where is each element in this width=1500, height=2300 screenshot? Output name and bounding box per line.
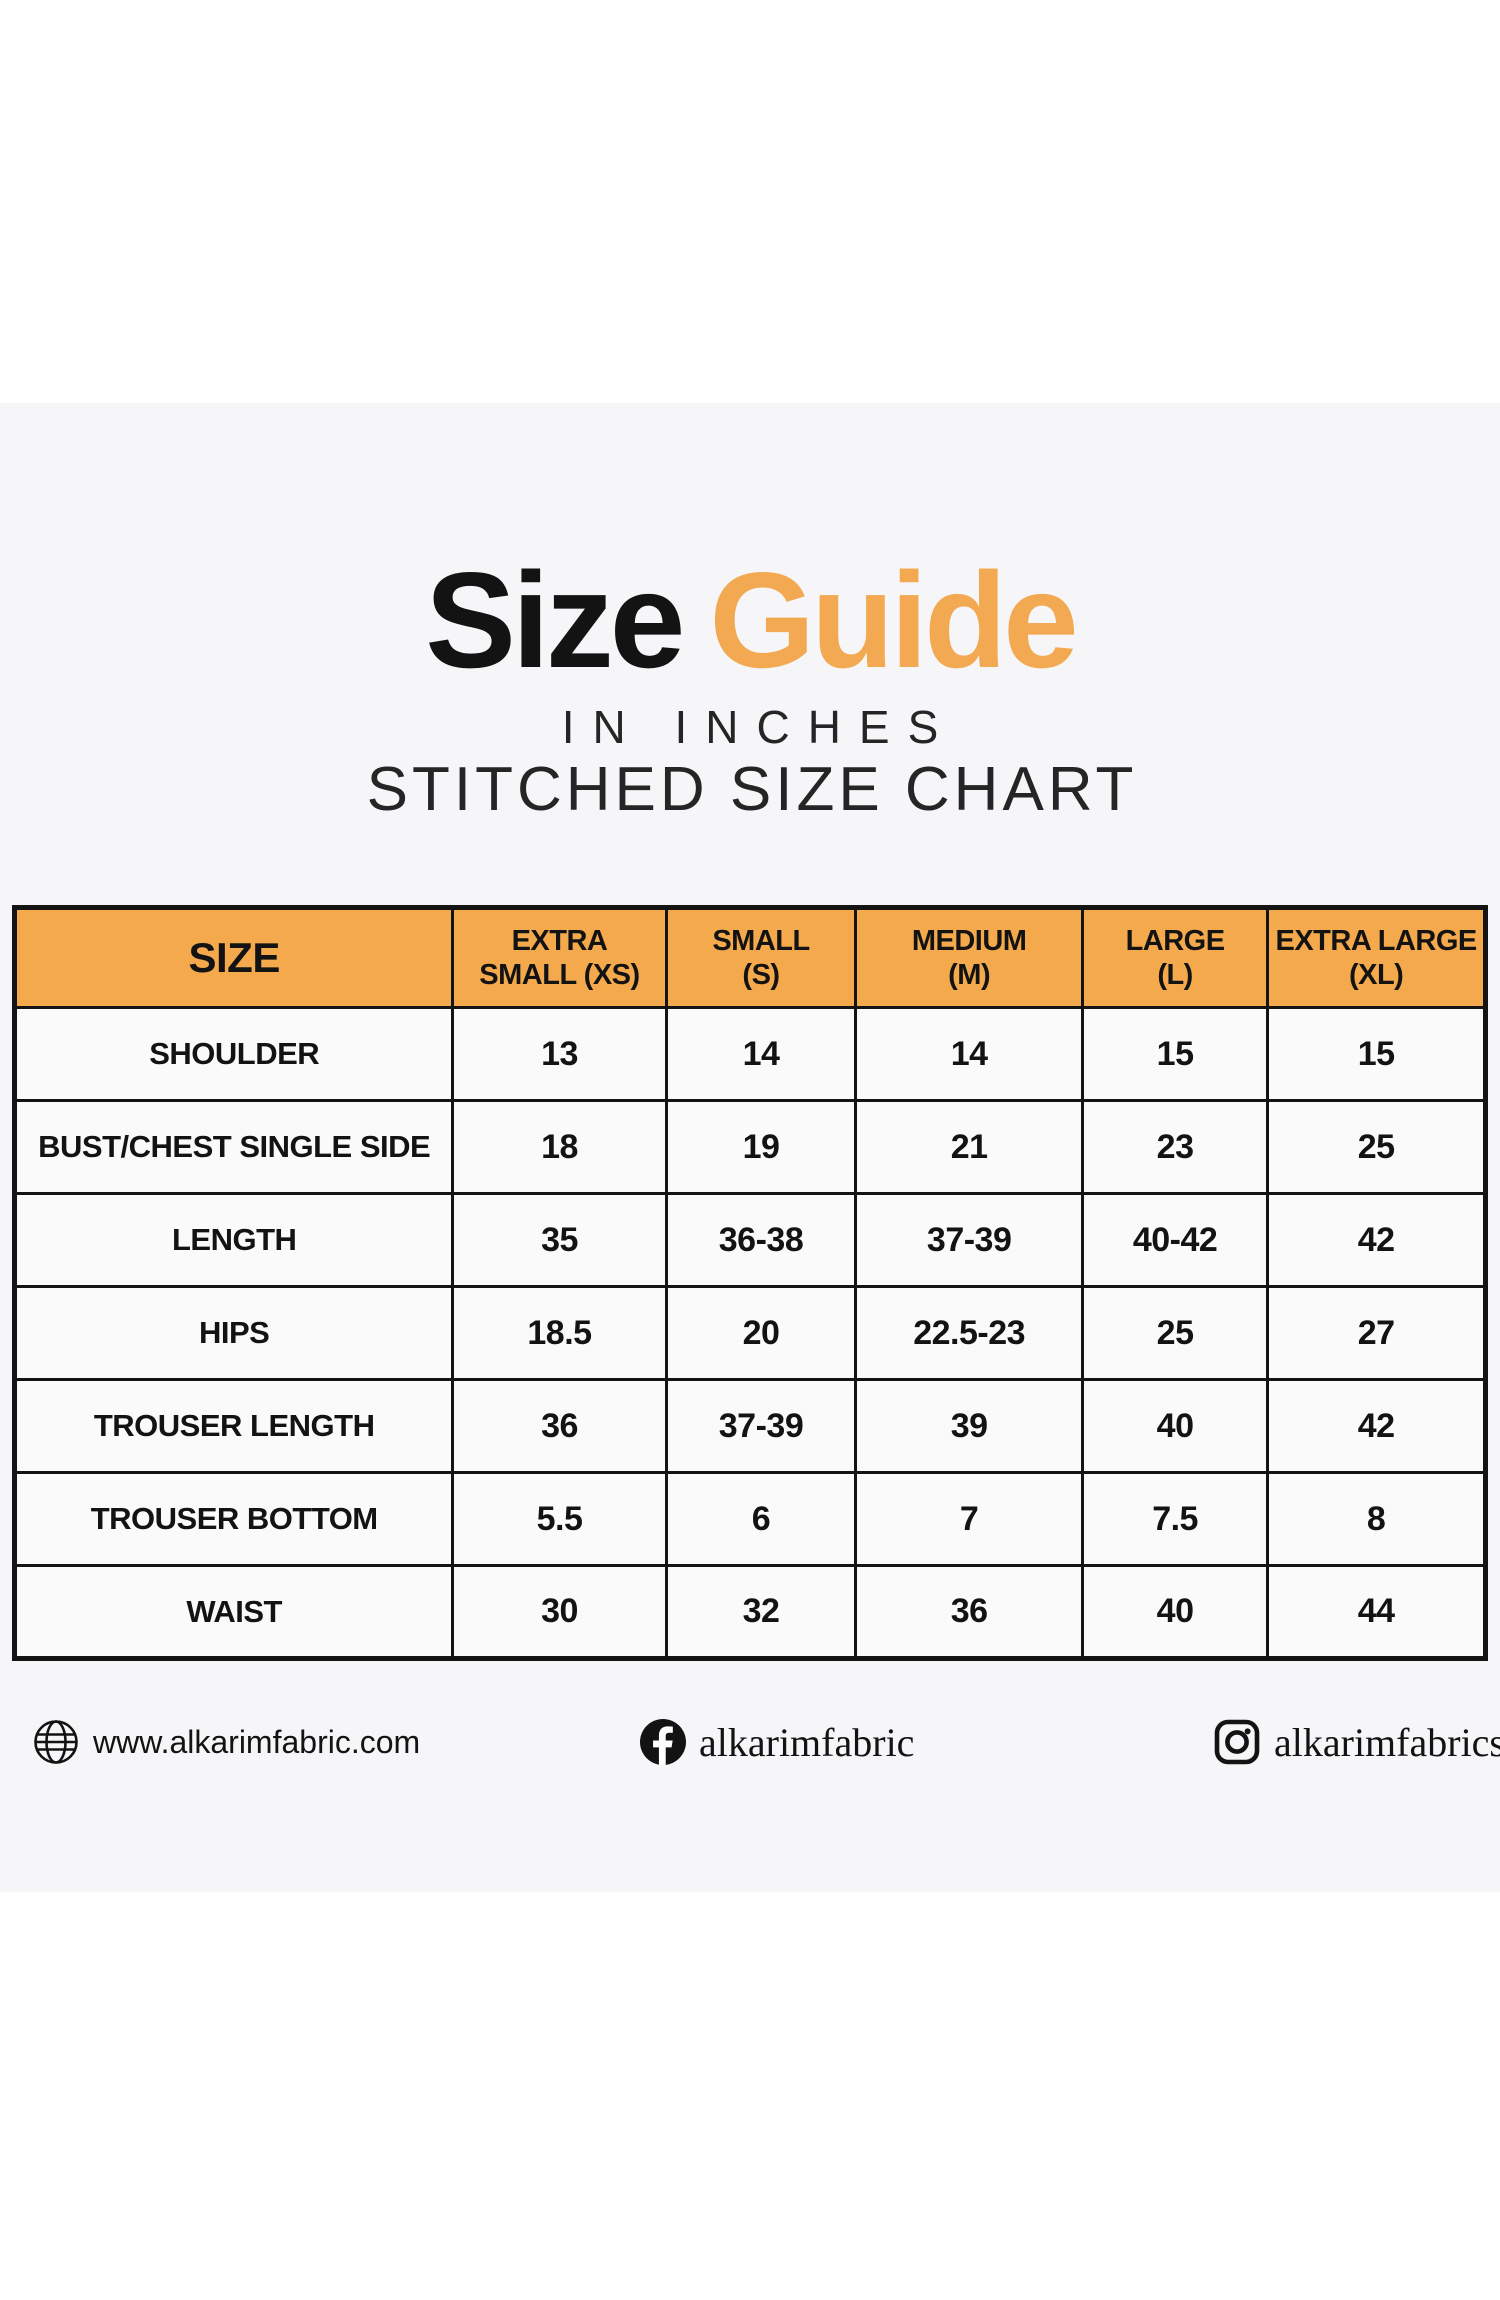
table-header-row: SIZE EXTRA SMALL (XS) SMALL (S) MEDIUM (… [12,906,1487,1009]
column-header-extra-large: EXTRA LARGE (XL) [1266,906,1487,1009]
page-title: Size Guide [0,552,1500,688]
table-cell: 42 [1266,1378,1487,1474]
table-cell: 20 [664,1285,858,1381]
table-row-waist: WAIST 30 32 36 40 44 [12,1564,1487,1660]
title-word-guide: Guide [709,544,1078,696]
instagram-item: alkarimfabrics [1213,1712,1500,1772]
column-header-line: (M) [948,959,991,991]
table-cell: 36 [854,1564,1084,1660]
table-cell: 5.5 [451,1471,668,1567]
table-cell: 8 [1266,1471,1487,1567]
table-cell: 18 [451,1099,668,1195]
facebook-item: alkarimfabric [640,1712,914,1772]
subtitle-in-inches: IN INCHES [561,701,957,753]
table-cell: 14 [854,1006,1084,1102]
row-label: WAIST [12,1564,455,1660]
column-header-medium: MEDIUM (M) [854,906,1084,1009]
table-cell: 40-42 [1080,1192,1270,1288]
row-label: TROUSER LENGTH [12,1378,455,1474]
table-cell: 22.5-23 [854,1285,1084,1381]
column-header-line: LARGE [1125,924,1226,957]
column-header-line: (L) [1157,959,1193,991]
table-cell: 19 [664,1099,858,1195]
table-cell: 14 [664,1006,858,1102]
column-header-line: EXTRA [511,924,608,957]
table-cell: 36 [451,1378,668,1474]
table-cell: 44 [1266,1564,1487,1660]
table-cell: 25 [1266,1099,1487,1195]
table-row-trouser-bottom: TROUSER BOTTOM 5.5 6 7 7.5 8 [12,1471,1487,1567]
table-cell: 42 [1266,1192,1487,1288]
facebook-icon [640,1719,686,1765]
table-cell: 40 [1080,1378,1270,1474]
column-header-line: (S) [742,959,780,991]
column-header-line: SMALL (XS) [479,959,640,991]
table-cell: 35 [451,1192,668,1288]
table-cell: 36-38 [664,1192,858,1288]
column-header-size: SIZE [12,906,455,1009]
row-label: BUST/CHEST SINGLE SIDE [12,1099,455,1195]
row-label: LENGTH [12,1192,455,1288]
table-row-length: LENGTH 35 36-38 37-39 40-42 42 [12,1192,1487,1288]
column-header-line: (XL) [1348,959,1404,991]
table-cell: 18.5 [451,1285,668,1381]
footer: www.alkarimfabric.com alkarimfabric alka… [0,1712,1500,1782]
table-cell: 39 [854,1378,1084,1474]
table-row-shoulder: SHOULDER 13 14 14 15 15 [12,1006,1487,1102]
table-cell: 7.5 [1080,1471,1270,1567]
subtitle-stitched-size-chart: STITCHED SIZE CHART [366,755,1138,824]
column-header-large: LARGE (L) [1080,906,1270,1009]
table-cell: 30 [451,1564,668,1660]
column-header-extra-small: EXTRA SMALL (XS) [451,906,668,1009]
row-label: HIPS [12,1285,455,1381]
website-text: www.alkarimfabric.com [93,1723,421,1760]
table-cell: 7 [854,1471,1084,1567]
table-cell: 6 [664,1471,858,1567]
table-cell: 37-39 [664,1378,858,1474]
row-label: TROUSER BOTTOM [12,1471,455,1567]
website-item: www.alkarimfabric.com [32,1712,420,1772]
instagram-icon [1213,1718,1261,1766]
table-cell: 27 [1266,1285,1487,1381]
table-cell: 37-39 [854,1192,1084,1288]
table-cell: 25 [1080,1285,1270,1381]
size-chart-table: SIZE EXTRA SMALL (XS) SMALL (S) MEDIUM (… [12,905,1488,1661]
globe-icon [32,1718,80,1766]
facebook-handle: alkarimfabric [699,1719,915,1765]
table-cell: 13 [451,1006,668,1102]
table-cell: 32 [664,1564,858,1660]
column-header-small: SMALL (S) [664,906,858,1009]
table-cell: 40 [1080,1564,1270,1660]
table-row-hips: HIPS 18.5 20 22.5-23 25 27 [12,1285,1487,1381]
title-word-size: Size [425,544,685,696]
table-cell: 21 [854,1099,1084,1195]
table-row-trouser-length: TROUSER LENGTH 36 37-39 39 40 42 [12,1378,1487,1474]
instagram-handle: alkarimfabrics [1274,1719,1500,1765]
table-cell: 23 [1080,1099,1270,1195]
table-cell: 15 [1080,1006,1270,1102]
table-cell: 15 [1266,1006,1487,1102]
table-row-bust-chest: BUST/CHEST SINGLE SIDE 18 19 21 23 25 [12,1099,1487,1195]
column-header-line: MEDIUM [911,924,1027,957]
row-label: SHOULDER [12,1006,455,1102]
column-header-line: SMALL [712,924,810,957]
column-header-line: EXTRA LARGE [1275,924,1477,957]
